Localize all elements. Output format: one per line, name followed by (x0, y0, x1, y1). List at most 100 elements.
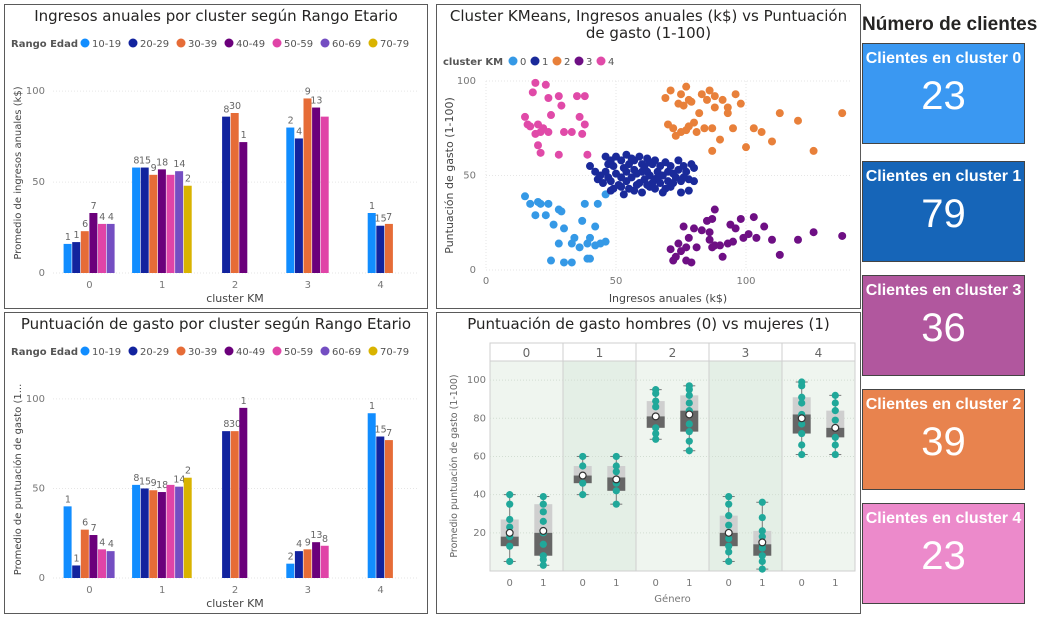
income-bar-chart: Rango Edad 10-19 20-29 30-39 40-49 50-59 60-69… (11, 38, 417, 305)
scatter-point (760, 222, 769, 231)
y-tick-label: 80 (473, 413, 486, 424)
bar (132, 484, 141, 578)
x-tick-label: 3 (305, 280, 311, 291)
box-data-point (539, 561, 547, 569)
scatter-point (583, 150, 592, 159)
scatter-point (757, 128, 766, 137)
box-data-point (725, 548, 733, 556)
scatter-point (593, 199, 602, 208)
card-label: Clientes en cluster 4 (865, 510, 1022, 527)
scatter-chart-panel[interactable]: Cluster KMeans, Ingresos anuales (k$) vs… (436, 4, 861, 309)
x-axis-label: Ingresos anuales (k$) (609, 292, 727, 305)
scatter-point (541, 211, 550, 220)
box-upper (573, 466, 592, 476)
x-tick-label: 0 (653, 578, 659, 589)
data-label: 1 (241, 130, 247, 141)
box-data-point (685, 382, 693, 390)
scatter-point (838, 231, 847, 240)
data-label: 30 (229, 419, 241, 430)
x-tick-label: 1 (759, 578, 765, 589)
bar (183, 185, 192, 273)
scatter-point (573, 92, 581, 101)
client-count-card[interactable]: Clientes en cluster 2 39 (862, 389, 1025, 490)
scatter-point (794, 116, 802, 125)
data-label: 9 (305, 86, 311, 97)
x-tick-label: 1 (159, 585, 165, 596)
card-value: 36 (921, 306, 966, 350)
scatter-point (710, 103, 719, 112)
x-tick-label: 0 (726, 578, 732, 589)
box-data-point (539, 508, 547, 516)
bar (106, 223, 115, 273)
card-value: 23 (921, 534, 966, 578)
legend-marker (574, 56, 584, 66)
box-data-point (506, 523, 514, 531)
scatter-point (536, 199, 545, 208)
data-label: 8 (223, 419, 229, 430)
scatter-point (708, 124, 717, 133)
scatter-point (554, 239, 563, 248)
facet-background (635, 360, 710, 572)
legend-marker (128, 346, 138, 356)
card-label: Clientes en cluster 2 (865, 396, 1022, 413)
facet-label: 3 (742, 346, 750, 360)
scatter-point (666, 86, 675, 95)
box-data-point (652, 424, 660, 432)
box-data-point (798, 450, 806, 459)
box-data-point (506, 500, 514, 508)
data-label: 1 (73, 230, 79, 241)
scatter-point (809, 228, 818, 237)
scatter-point (557, 101, 566, 110)
y-tick-label: 100 (26, 394, 45, 405)
client-count-card[interactable]: Clientes en cluster 4 23 (862, 503, 1025, 604)
scatter-point (544, 128, 553, 137)
x-tick-label: 3 (305, 585, 311, 596)
client-count-card[interactable]: Clientes en cluster 0 23 (862, 43, 1025, 144)
scatter-point (526, 122, 535, 131)
bar (294, 138, 303, 273)
box-data-point (831, 450, 839, 459)
legend-marker (320, 346, 330, 356)
bar (63, 243, 72, 273)
box-data-point (579, 452, 587, 461)
scatter-point (586, 254, 594, 263)
legend-label: 10-19 (92, 347, 121, 358)
box-data-point (758, 565, 766, 573)
x-tick-label: 1 (613, 578, 619, 589)
scatter-point (521, 192, 529, 201)
gender-boxplot-panel[interactable]: Puntuación de gasto hombres (0) vs mujer… (436, 312, 861, 614)
chart-title: Cluster KMeans, Ingresos anuales (k$) vs… (449, 7, 848, 42)
box-data-point (506, 491, 514, 499)
scatter-point (716, 135, 724, 144)
bar (239, 142, 248, 273)
data-label: 1 (369, 401, 375, 412)
box-lower (646, 416, 665, 428)
scatter-point (630, 165, 639, 174)
client-count-card[interactable]: Clientes en cluster 1 79 (862, 161, 1025, 262)
client-count-card[interactable]: Clientes en cluster 3 36 (862, 275, 1025, 376)
legend-label: 2 (564, 57, 570, 68)
chart-title: Puntuación de gasto por cluster según Ra… (20, 315, 412, 333)
score-bar-chart-panel[interactable]: Puntuación de gasto por cluster según Ra… (4, 312, 428, 614)
data-label: 4 (108, 212, 114, 223)
bar (367, 213, 376, 273)
bar (320, 116, 329, 274)
scatter-point (703, 95, 711, 104)
data-label: 9 (305, 537, 311, 548)
data-label: 15 (139, 156, 151, 167)
bar (80, 231, 89, 273)
x-tick-label: 0 (580, 578, 586, 589)
box-data-point (758, 527, 766, 535)
card-label: Clientes en cluster 3 (865, 282, 1022, 299)
box-data-point (652, 435, 660, 443)
box-mean-marker (651, 412, 660, 421)
scatter-point (547, 256, 555, 265)
scatter-point (838, 109, 847, 118)
legend-label: 50-59 (284, 347, 313, 358)
box-data-point (725, 521, 733, 529)
score-bar-chart: Rango Edad 10-19 20-29 30-39 40-49 50-59 60-69… (11, 346, 417, 610)
income-bar-chart-panel[interactable]: Ingresos anuales por cluster según Rango… (4, 4, 428, 309)
scatter-point (549, 220, 558, 229)
scatter-point (612, 152, 620, 161)
scatter-point (617, 182, 626, 191)
